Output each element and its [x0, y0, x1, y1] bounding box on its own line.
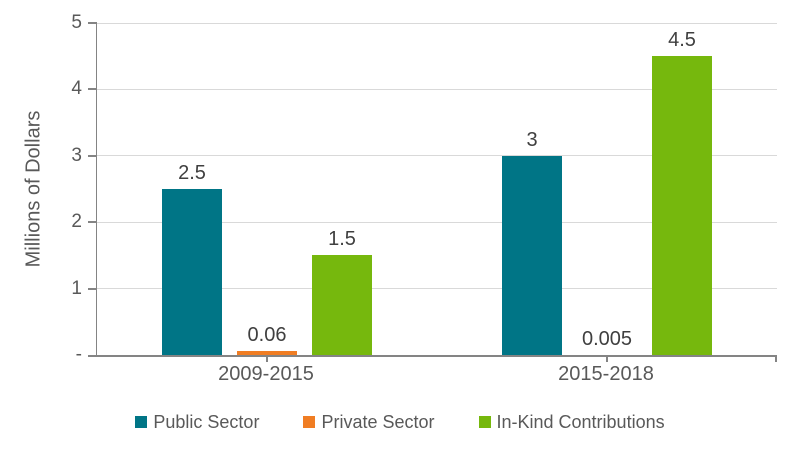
- x-axis-labels: 2009-2015 2015-2018: [96, 362, 776, 388]
- y-tick-label: 1: [71, 277, 82, 299]
- gridline: [97, 155, 777, 157]
- legend-label: Public Sector: [153, 412, 260, 432]
- x-category-label: 2009-2015: [218, 363, 314, 385]
- legend-label: Private Sector: [321, 412, 435, 432]
- x-category-label: 2015-2018: [558, 363, 654, 385]
- y-tick-label: -: [75, 344, 82, 365]
- gridline: [97, 22, 777, 24]
- y-axis-tick: [87, 154, 97, 157]
- legend-item-in-kind-contributions: In-Kind Contributions: [478, 412, 665, 432]
- data-label: 1.5: [328, 228, 356, 250]
- data-label: 0.005: [581, 328, 633, 350]
- y-tick-label: 5: [71, 12, 82, 33]
- bar-private-sector: [237, 351, 297, 355]
- legend-item-public-sector: Public Sector: [135, 412, 259, 432]
- data-label: 0.06: [247, 324, 287, 346]
- legend-swatch: [303, 416, 316, 428]
- x-axis-end-tick: [775, 355, 777, 362]
- bar-public-sector: [162, 189, 222, 355]
- bar-in-kind-contributions: [652, 56, 712, 355]
- y-axis-tick: [87, 287, 97, 290]
- bar-in-kind-contributions: [312, 255, 372, 355]
- x-axis-tick: [606, 355, 608, 362]
- y-tick-label: 3: [71, 144, 82, 166]
- data-label: 3: [526, 129, 538, 151]
- y-tick-label: 2: [71, 211, 82, 233]
- y-axis-tick: [87, 355, 97, 357]
- y-axis-tick: [87, 22, 97, 24]
- gridline: [97, 88, 777, 90]
- y-tick-label: 4: [71, 78, 82, 100]
- legend: Public Sector Private Sector In-Kind Contr…: [0, 410, 800, 434]
- bar-public-sector: [502, 156, 562, 355]
- legend-swatch: [478, 416, 491, 428]
- y-axis-tick: [87, 88, 97, 91]
- gridline: [97, 221, 777, 223]
- y-axis-tick-labels: 5 4 3 2 1 -: [46, 0, 82, 400]
- legend-item-private-sector: Private Sector: [303, 412, 435, 432]
- x-axis-tick: [266, 355, 268, 362]
- plot-area: 2.5 0.06 1.5 3 0.005 4.5: [87, 22, 777, 362]
- y-axis-tick: [87, 221, 97, 224]
- gridline: [97, 288, 777, 290]
- y-axis-title: Millions of Dollars: [22, 110, 45, 268]
- data-label: 2.5: [178, 162, 206, 184]
- legend-swatch: [135, 416, 148, 428]
- data-label: 4.5: [668, 29, 696, 51]
- legend-label: In-Kind Contributions: [496, 412, 665, 432]
